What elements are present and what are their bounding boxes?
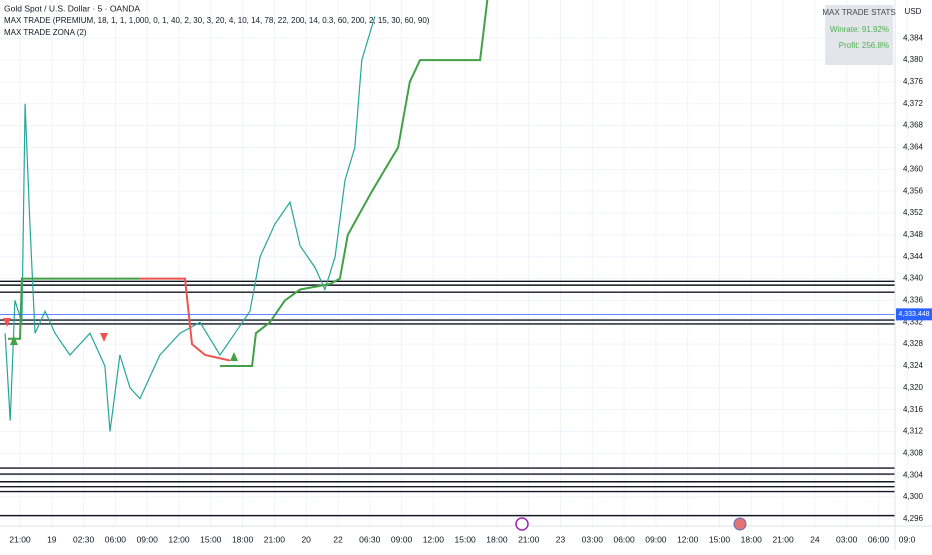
last-price-label: 4,333.448: [898, 311, 929, 318]
x-tick-label: 03:00: [582, 534, 604, 544]
x-tick-label: 09:00: [137, 534, 159, 544]
y-tick-label: 4,352: [903, 208, 924, 217]
y-tick-label: 4,328: [903, 339, 924, 348]
x-tick-label: 06:00: [613, 534, 635, 544]
buy-signal: [230, 352, 238, 361]
x-tick-label: 21:00: [772, 534, 794, 544]
x-tick-label: 12:00: [168, 534, 190, 544]
x-tick-label: 02:30: [73, 534, 95, 544]
x-tick-label: 21:00: [264, 534, 286, 544]
sell-signal: [3, 318, 11, 327]
y-tick-label: 4,364: [903, 143, 924, 152]
x-tick-label: 19: [47, 534, 57, 544]
stats-winrate: Winrate: 91.92%: [830, 25, 889, 34]
sell-signal: [100, 333, 108, 342]
symbol-title: Gold Spot / U.S. Dollar · 5 · OANDA: [4, 3, 140, 13]
x-tick-label: 18:00: [232, 534, 254, 544]
y-tick-label: 4,348: [903, 230, 924, 239]
y-tick-label: 4,312: [903, 427, 924, 436]
y-tick-label: 4,308: [903, 448, 924, 457]
stats-profit: Profit: 256.8%: [839, 41, 889, 50]
x-tick-label: 06:00: [105, 534, 127, 544]
trail-line: [139, 277, 231, 362]
x-tick-label: 21:00: [518, 534, 540, 544]
y-tick-label: 4,356: [903, 186, 924, 195]
x-tick-label: 09:0: [899, 534, 916, 544]
event-icon[interactable]: [515, 517, 529, 531]
stats-box: [825, 5, 893, 65]
y-tick-label: 4,344: [903, 252, 924, 261]
price-line: [4, 16, 376, 432]
buy-signal: [10, 336, 18, 345]
y-tick-label: 4,384: [903, 33, 924, 42]
x-tick-label: 06:30: [359, 534, 381, 544]
x-tick-label: 09:00: [645, 534, 667, 544]
y-tick-label: 4,332: [903, 317, 924, 326]
y-tick-label: 4,300: [903, 492, 924, 501]
y-tick-label: 4,372: [903, 99, 924, 108]
y-tick-label: 4,296: [903, 514, 924, 523]
x-tick-label: 22: [333, 534, 343, 544]
y-tick-label: 4,368: [903, 121, 924, 130]
x-tick-label: 18:00: [741, 534, 763, 544]
grid: [0, 0, 908, 526]
y-tick-label: 4,320: [903, 383, 924, 392]
y-tick-label: 4,304: [903, 470, 924, 479]
x-tick-label: 06:00: [868, 534, 890, 544]
x-tick-label: 09:00: [391, 534, 413, 544]
x-tick-label: 12:00: [677, 534, 699, 544]
x-tick-label: 12:00: [423, 534, 445, 544]
y-tick-label: 4,376: [903, 77, 924, 86]
x-tick-label: 15:00: [200, 534, 222, 544]
x-tick-label: 23: [556, 534, 566, 544]
indicator-label: MAX TRADE (PREMIUM, 18, 1, 1, 1,000, 0, …: [4, 16, 430, 25]
y-tick-label: 4,324: [903, 361, 924, 370]
indicator-label: MAX TRADE ZONA (2): [4, 28, 87, 37]
x-tick-label: 20: [301, 534, 311, 544]
y-tick-label: 4,316: [903, 405, 924, 414]
stats-title: MAX TRADE STATS: [822, 8, 895, 17]
x-tick-label: 24: [810, 534, 820, 544]
x-tick-label: 21:00: [9, 534, 31, 544]
y-tick-label: 4,336: [903, 296, 924, 305]
y-tick-label: 4,380: [903, 55, 924, 64]
x-tick-label: 03:00: [836, 534, 858, 544]
plot-area: [0, 0, 895, 517]
trail-line: [7, 0, 489, 367]
x-tick-label: 15:00: [455, 534, 477, 544]
x-tick-label: 18:00: [486, 534, 508, 544]
last-price-tag: [896, 308, 932, 321]
currency-label[interactable]: USD: [905, 7, 922, 16]
y-tick-label: 4,340: [903, 274, 924, 283]
x-tick-label: 15:00: [709, 534, 731, 544]
y-tick-label: 4,360: [903, 164, 924, 173]
event-icon[interactable]: [733, 517, 747, 531]
